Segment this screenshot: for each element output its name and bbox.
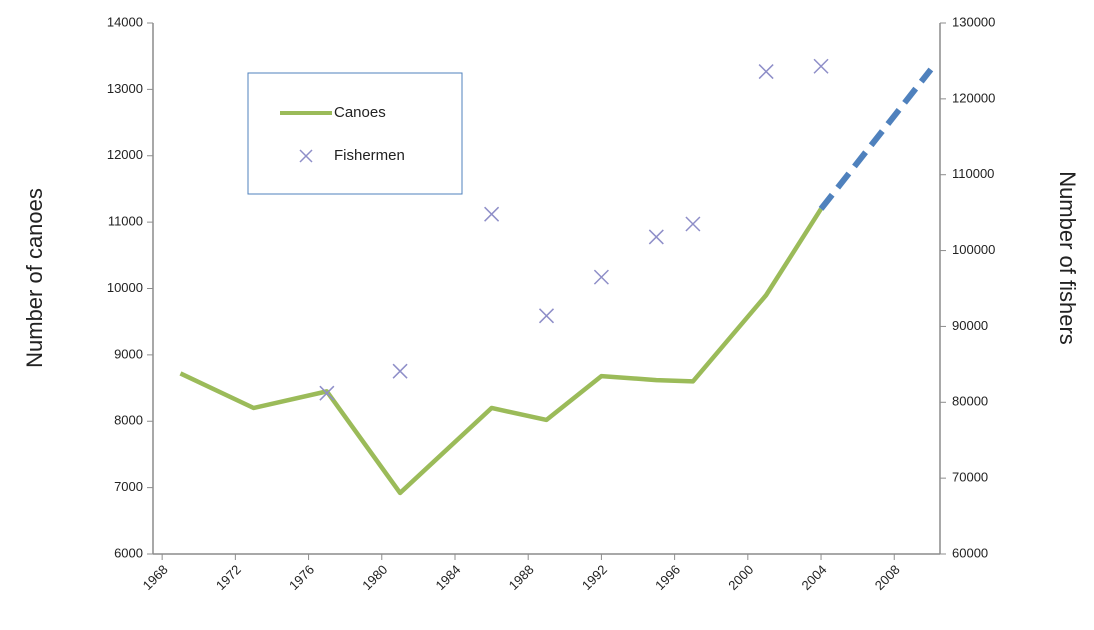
x-tick-label: 1984 <box>432 562 463 593</box>
y-tick-label: 13000 <box>107 81 143 96</box>
legend-marker <box>299 149 313 163</box>
y-tick-label: 12000 <box>107 147 143 162</box>
x-tick-label: 1992 <box>579 562 610 593</box>
y2-tick-label: 90000 <box>952 318 988 333</box>
x-tick-label: 2004 <box>799 562 830 593</box>
y2-tick-label: 130000 <box>952 14 995 29</box>
y2-tick-label: 80000 <box>952 394 988 409</box>
fishermen-marker <box>685 216 701 232</box>
x-tick-label: 1988 <box>506 562 537 593</box>
legend-label: Fishermen <box>334 147 405 164</box>
fishermen-marker <box>648 229 664 245</box>
y2-tick-label: 70000 <box>952 470 988 485</box>
y-tick-label: 7000 <box>114 479 143 494</box>
x-tick-label: 1996 <box>652 562 683 593</box>
x-tick-label: 2008 <box>872 562 903 593</box>
y-tick-label: 11000 <box>108 214 143 229</box>
fishermen-marker <box>593 269 609 285</box>
fishermen-marker <box>484 206 500 222</box>
legend-label: Canoes <box>334 104 386 121</box>
fishermen-marker <box>813 58 829 74</box>
x-tick-label: 2000 <box>725 562 756 593</box>
y-axis-title: Number of canoes <box>22 188 47 368</box>
y2-tick-label: 110000 <box>952 166 994 181</box>
y-tick-label: 8000 <box>114 413 143 428</box>
y-tick-label: 14000 <box>107 14 143 29</box>
fishermen-marker <box>319 385 335 401</box>
fishermen-marker <box>758 64 774 80</box>
y-tick-label: 9000 <box>114 346 143 361</box>
series-line <box>179 207 823 496</box>
x-tick-label: 1976 <box>286 562 317 593</box>
y2-tick-label: 100000 <box>952 242 995 257</box>
x-tick-label: 1980 <box>359 562 390 593</box>
projection-line <box>818 67 934 211</box>
legend-box <box>247 72 463 195</box>
y2-axis-title: Number of fishers <box>1055 171 1080 345</box>
x-tick-label: 1972 <box>213 562 244 593</box>
fishermen-marker <box>538 308 555 324</box>
fishermen-marker <box>392 363 408 379</box>
y2-tick-label: 60000 <box>952 545 988 560</box>
y-tick-label: 10000 <box>107 280 143 295</box>
x-tick-label: 1968 <box>140 562 171 593</box>
y2-tick-label: 120000 <box>952 90 995 105</box>
y-tick-label: 6000 <box>114 545 143 560</box>
